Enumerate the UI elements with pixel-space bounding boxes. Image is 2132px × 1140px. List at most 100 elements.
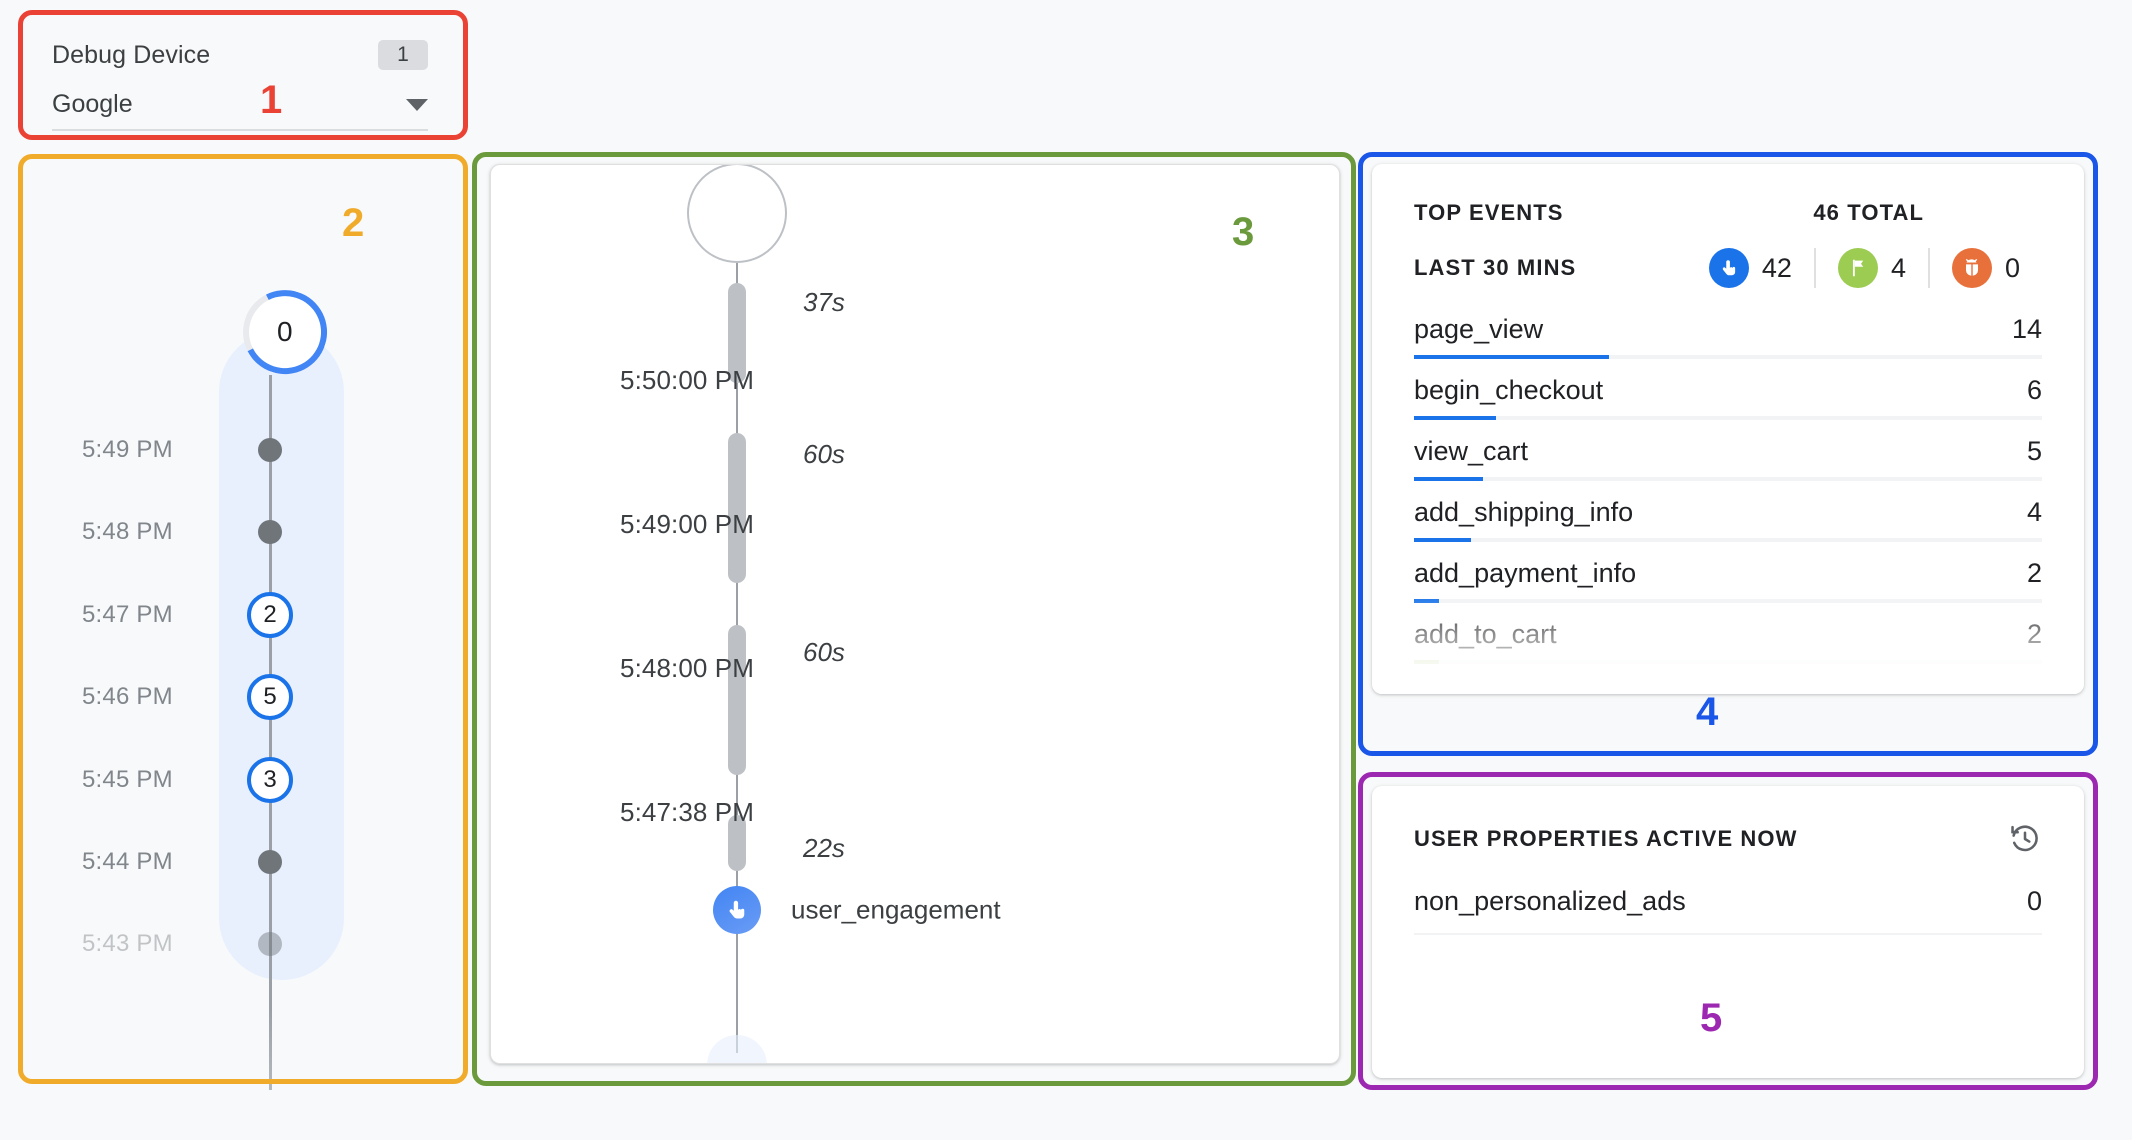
stream-axis-fade — [736, 935, 738, 1055]
debug-device-selector[interactable]: Debug Device 1 Google — [24, 18, 456, 138]
top-events-row[interactable]: begin_checkout 6 — [1414, 375, 2042, 436]
user-property-row[interactable]: non_personalized_ads 0 — [1414, 886, 2042, 935]
top-events-row-count: 14 — [2011, 314, 2042, 344]
chevron-down-icon[interactable] — [406, 98, 428, 111]
top-events-row-bar-fill — [1414, 416, 1496, 420]
stream-duration-bar — [728, 815, 746, 871]
top-events-badge-value: 42 — [1761, 252, 1792, 283]
timeline-row[interactable]: 5:49 PM — [24, 430, 456, 470]
top-events-title: TOP EVENTS — [1414, 200, 1564, 225]
top-events-badge-value: 0 — [2004, 252, 2020, 283]
debug-device-label: Debug Device — [52, 40, 211, 69]
stream-timestamp: 5:50:00 PM — [620, 365, 754, 395]
top-events-row[interactable]: page_view 14 — [1414, 314, 2042, 375]
timeline-row-count-node[interactable]: 3 — [247, 757, 293, 803]
user-properties-list: non_personalized_ads 0 — [1414, 886, 2042, 935]
history-icon[interactable] — [2008, 822, 2042, 856]
top-events-row-bar-track — [1414, 477, 2042, 481]
stream-timestamp: 5:47:38 PM — [620, 797, 754, 827]
timeline-row-dot[interactable] — [258, 932, 282, 956]
timeline-row-time: 5:48 PM — [82, 518, 173, 545]
timeline-row[interactable]: 5:43 PM — [24, 924, 456, 964]
touch-hand-icon[interactable] — [713, 886, 761, 934]
timeline-row[interactable]: 5:46 PM 5 — [24, 674, 456, 720]
top-events-badge[interactable]: 4 — [1813, 248, 1928, 288]
timeline-row[interactable]: 5:48 PM — [24, 512, 456, 552]
stream-duration-label: 60s — [803, 439, 845, 469]
stream-event-name: user_engagement — [791, 894, 1001, 925]
timeline-row-dot[interactable] — [258, 850, 282, 874]
touch-hand-icon — [1708, 248, 1749, 288]
top-events-row-name: begin_checkout — [1414, 375, 1604, 405]
stream-duration-bar — [728, 283, 746, 383]
top-events-row-bar-fill — [1414, 355, 1609, 359]
top-events-row[interactable]: add_shipping_info 4 — [1414, 497, 2042, 558]
event-stream-panel[interactable]: 37s 60s 60s 22s 5:50:00 PM 5:49:00 PM 5:… — [490, 164, 1340, 1064]
top-events-badge-value: 4 — [1890, 252, 1906, 283]
timeline-row-count-node[interactable]: 2 — [247, 592, 293, 638]
annotation-number-2: 2 — [342, 201, 365, 245]
stream-duration-label: 60s — [803, 637, 845, 667]
top-events-subheader: LAST 30 MINS 42 4 0 — [1414, 248, 2042, 288]
top-events-badge[interactable]: 42 — [1708, 248, 1814, 288]
top-events-badges: 42 4 0 — [1708, 248, 2042, 288]
top-events-row-count: 2 — [2026, 619, 2042, 649]
top-events-panel[interactable]: TOP EVENTS 46 TOTAL LAST 30 MINS 42 4 0 pa… — [1372, 164, 2084, 694]
timeline-row-time: 5:46 PM — [82, 683, 173, 710]
stream-duration-bar — [728, 433, 746, 583]
timeline-row-count: 3 — [247, 757, 293, 803]
user-properties-title: USER PROPERTIES ACTIVE NOW — [1414, 826, 1798, 851]
timeline-dot-glyph — [258, 520, 282, 544]
top-events-row-bar-track — [1414, 538, 2042, 542]
top-events-badge[interactable]: 0 — [1927, 248, 2042, 288]
top-events-row-bar-fill — [1414, 599, 1440, 603]
timeline-row[interactable]: 5:44 PM — [24, 842, 456, 882]
user-properties-panel[interactable]: USER PROPERTIES ACTIVE NOW non_personali… — [1372, 786, 2084, 1078]
timeline-row[interactable]: 5:45 PM 3 — [24, 757, 456, 803]
top-events-row-count: 2 — [2026, 558, 2042, 588]
timeline-row-time: 5:45 PM — [82, 766, 173, 793]
timeline-row-time: 5:49 PM — [82, 436, 173, 463]
stream-next-node-ghost — [707, 1035, 767, 1063]
top-events-row-bar-track — [1414, 416, 2042, 420]
top-events-timeframe: LAST 30 MINS — [1414, 255, 1577, 280]
top-events-header: TOP EVENTS 46 TOTAL — [1414, 200, 2042, 226]
top-events-row-name: add_payment_info — [1414, 558, 1637, 588]
timeline-row[interactable]: 5:47 PM 2 — [24, 592, 456, 638]
user-properties-header: USER PROPERTIES ACTIVE NOW — [1414, 822, 2042, 856]
top-events-row-name: view_cart — [1414, 436, 1529, 466]
timeline-row-dot[interactable] — [258, 438, 282, 462]
top-events-row-bar-track — [1414, 355, 2042, 359]
timeline-row-time: 5:47 PM — [82, 601, 173, 628]
debug-device-header: Debug Device 1 — [52, 40, 428, 70]
top-events-row-count: 6 — [2026, 375, 2042, 405]
annotation-number-4: 4 — [1696, 690, 1719, 734]
minute-timeline-panel[interactable]: 0 5:49 PM 5:48 PM 5:47 PM 2 5:46 PM 5 5:45 PM 3… — [24, 160, 456, 1090]
top-events-row-bar-fill — [1414, 660, 1440, 664]
timeline-dot-glyph — [258, 850, 282, 874]
timeline-row-count: 5 — [247, 674, 293, 720]
top-events-row-bar-track — [1414, 599, 2042, 603]
top-events-row[interactable]: add_payment_info 2 — [1414, 558, 2042, 619]
top-events-list: page_view 14 begin_checkout 6 view_cart 5 add_… — [1414, 314, 2042, 680]
top-events-row-count: 4 — [2026, 497, 2042, 527]
top-events-row-bar-fill — [1414, 538, 1471, 542]
timeline-row-dot[interactable] — [258, 520, 282, 544]
top-events-row[interactable]: view_cart 5 — [1414, 436, 2042, 497]
timeline-dot-glyph — [258, 438, 282, 462]
timeline-dot-glyph — [258, 932, 282, 956]
debug-device-selected-value: Google — [52, 90, 133, 118]
debug-device-count-badge: 1 — [378, 40, 428, 70]
user-property-name: non_personalized_ads — [1414, 886, 1686, 916]
debug-device-dropdown[interactable]: Google — [52, 90, 428, 131]
timeline-row-time: 5:43 PM — [82, 930, 173, 957]
stream-head-circle — [687, 165, 787, 263]
top-events-row-bar-track — [1414, 660, 2042, 664]
top-events-row[interactable]: add_to_cart 2 — [1414, 619, 2042, 680]
timeline-row-count: 2 — [247, 592, 293, 638]
top-events-row-name: add_to_cart — [1414, 619, 1557, 649]
timeline-row-count-node[interactable]: 5 — [247, 674, 293, 720]
top-events-row-bar-fill — [1414, 477, 1484, 481]
annotation-number-3: 3 — [1232, 210, 1255, 254]
